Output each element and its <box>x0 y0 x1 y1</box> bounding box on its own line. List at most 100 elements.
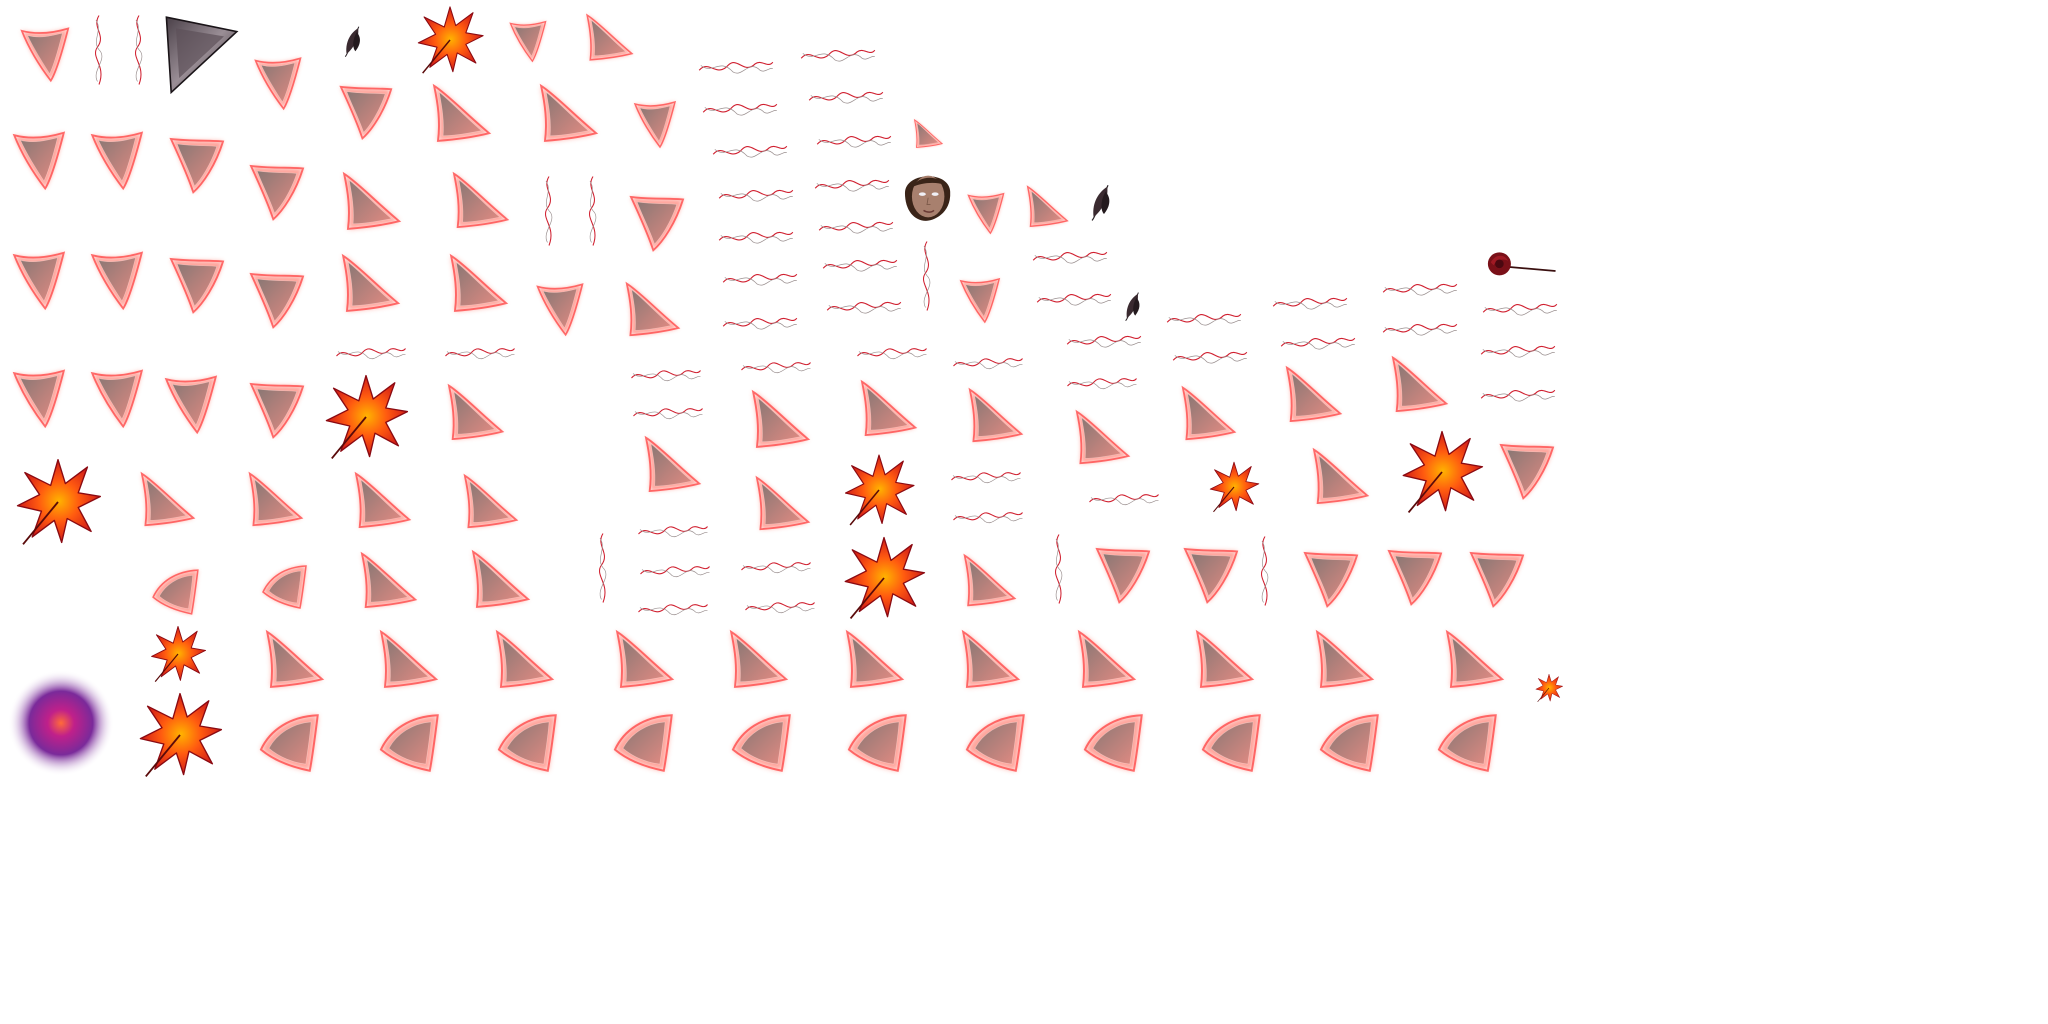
red-vein-streak <box>1062 368 1142 398</box>
glowing-page <box>166 240 228 330</box>
curled-page <box>1070 710 1158 776</box>
red-vein-streak <box>326 338 416 368</box>
glowing-page <box>566 12 652 64</box>
glowing-page <box>1496 428 1558 514</box>
red-vein-streak <box>716 178 796 212</box>
red-maple-leaf <box>128 690 232 780</box>
glowing-page <box>418 82 504 146</box>
glowing-page <box>246 368 308 452</box>
red-vein-streak <box>84 10 114 90</box>
glowing-page <box>956 266 1004 334</box>
glowing-page <box>1092 532 1154 618</box>
glowing-page <box>630 434 714 496</box>
red-vein-streak <box>628 516 718 546</box>
red-vein-streak <box>1380 312 1460 346</box>
red-vein-streak <box>588 522 618 614</box>
glowing-page <box>532 272 588 346</box>
glowing-page <box>480 628 568 692</box>
red-maple-leaf <box>834 452 924 528</box>
curled-page <box>1188 710 1276 776</box>
glowing-page <box>946 628 1034 692</box>
glowing-page <box>160 358 222 450</box>
glowing-page <box>738 388 822 452</box>
red-vein-streak <box>1044 524 1074 614</box>
glowing-page <box>344 550 432 612</box>
red-rose <box>1478 248 1564 284</box>
glowing-page <box>250 628 338 692</box>
red-vein-streak <box>948 502 1028 532</box>
glowing-page <box>246 256 308 344</box>
curled-page <box>1424 710 1512 776</box>
red-vein-streak <box>806 80 886 114</box>
red-maple-leaf <box>404 4 496 76</box>
glowing-page <box>446 472 534 532</box>
glowing-page <box>436 170 524 232</box>
red-vein-streak <box>578 168 608 254</box>
glowing-page <box>506 10 550 72</box>
red-maple-leaf <box>318 372 414 462</box>
glowing-page <box>124 470 210 530</box>
curled-page <box>246 710 334 776</box>
curled-page <box>1306 710 1394 776</box>
red-vein-streak <box>824 290 904 324</box>
glowing-page <box>246 148 308 236</box>
glowing-page <box>86 232 148 328</box>
red-vein-streak <box>700 92 780 126</box>
curled-page <box>600 710 688 776</box>
red-maple-leaf <box>838 534 930 622</box>
glowing-page <box>1166 384 1250 444</box>
glowing-page <box>946 552 1032 610</box>
glowing-page <box>8 112 70 208</box>
glowing-page <box>432 382 518 444</box>
glowing-page <box>338 470 426 532</box>
glowing-page <box>1060 408 1144 468</box>
red-vein-streak <box>124 10 154 90</box>
red-vein-streak <box>1480 292 1560 326</box>
red-vein-streak <box>1030 240 1110 274</box>
curled-page <box>244 562 326 612</box>
glowing-page <box>830 628 918 692</box>
glowing-page <box>904 118 952 150</box>
red-vein-streak <box>630 556 720 586</box>
red-maple-leaf <box>122 624 234 684</box>
glowing-page <box>1020 184 1074 230</box>
glowing-page <box>1180 628 1268 692</box>
glowing-page <box>86 350 148 446</box>
glowing-page <box>1384 534 1446 620</box>
glowing-page <box>326 252 414 316</box>
red-vein-streak <box>440 338 520 368</box>
red-maple-leaf <box>6 456 110 548</box>
red-vein-streak <box>626 360 706 390</box>
glowing-page <box>166 120 228 210</box>
glowing-page <box>8 350 70 446</box>
glowing-page <box>714 628 802 692</box>
red-vein-streak <box>946 462 1026 492</box>
red-vein-streak <box>812 168 892 202</box>
red-vein-streak <box>1064 324 1144 358</box>
glowing-page <box>336 70 396 154</box>
red-vein-streak <box>628 594 718 624</box>
red-vein-streak <box>1164 302 1244 336</box>
glowing-page <box>846 378 930 440</box>
red-vein-streak <box>852 338 932 368</box>
glowing-page <box>626 180 688 266</box>
red-maple-leaf <box>1534 670 1564 706</box>
glowing-page <box>250 40 306 126</box>
red-vein-streak <box>716 220 796 254</box>
red-maple-leaf <box>1398 428 1486 516</box>
curled-page <box>366 710 454 776</box>
red-vein-streak <box>534 168 564 254</box>
hooded-face <box>898 160 956 226</box>
glowing-page <box>1376 354 1462 416</box>
red-vein-streak <box>736 552 816 582</box>
red-vein-streak <box>1278 326 1358 360</box>
red-vein-streak <box>1034 282 1114 316</box>
glowing-page <box>1300 536 1362 622</box>
red-vein-streak <box>798 38 878 72</box>
red-maple-leaf <box>1186 460 1282 514</box>
dark-feather <box>1116 290 1148 322</box>
red-vein-streak <box>948 348 1028 378</box>
red-vein-streak <box>814 124 894 158</box>
glowing-page <box>434 252 522 316</box>
glowing-page <box>16 14 74 94</box>
